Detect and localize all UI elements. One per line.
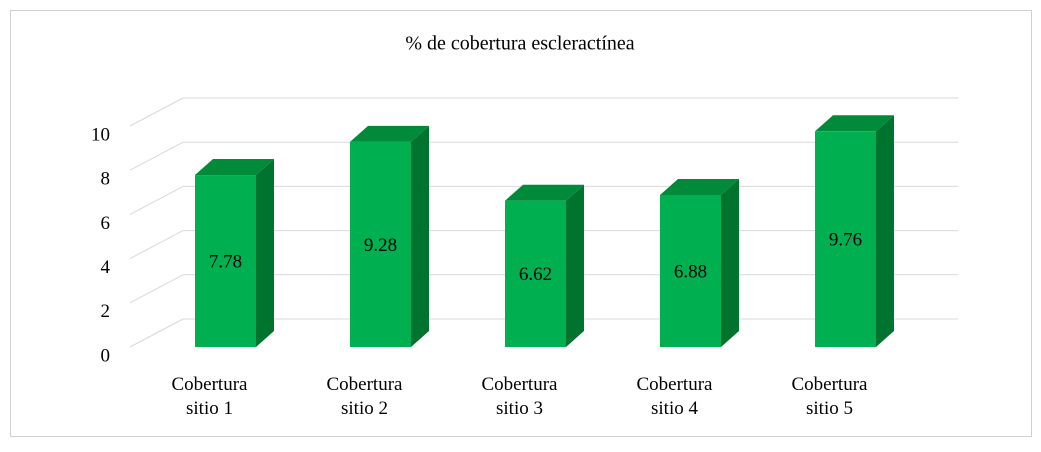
bar-side [876, 115, 894, 347]
bar-side [566, 184, 584, 347]
x-tick-label: Cobertura sitio 1 [172, 374, 249, 419]
x-tick-label-line: Cobertura [172, 374, 249, 395]
bar-top [195, 159, 274, 176]
y-tick-label: 4 [101, 257, 111, 278]
bar [350, 125, 429, 347]
data-label: 6.62 [519, 264, 552, 285]
bar-side [256, 159, 274, 347]
data-label: 7.78 [209, 251, 242, 272]
grid-line-depth [129, 230, 184, 260]
grid-line-depth [129, 185, 184, 215]
x-tick-label-line: sitio 1 [186, 398, 233, 419]
x-tick-label-line: Cobertura [637, 374, 714, 395]
y-tick-label: 10 [91, 124, 110, 145]
bar-front [195, 175, 256, 347]
data-label: 6.88 [674, 261, 707, 282]
bar [195, 159, 274, 347]
grid-line-depth [129, 141, 184, 171]
bar-top [350, 125, 429, 142]
grid-line-depth [129, 274, 184, 304]
bar [815, 115, 894, 347]
y-tick-label: 0 [101, 345, 111, 366]
y-tick-label: 6 [101, 213, 111, 234]
x-tick-label-line: Cobertura [482, 374, 559, 395]
x-tick-label-line: sitio 2 [341, 398, 388, 419]
chart-title: % de cobertura escleractínea [405, 33, 634, 55]
y-tick-label: 8 [101, 169, 111, 190]
bar-front [350, 141, 411, 347]
x-tick-label: Cobertura sitio 5 [792, 374, 869, 419]
bar-front [660, 194, 721, 347]
grid-line-depth [129, 97, 184, 127]
x-tick-label-line: sitio 5 [806, 398, 853, 419]
x-tick-label: Cobertura sitio 2 [327, 374, 404, 419]
x-tick-label-line: Cobertura [327, 374, 404, 395]
data-label: 9.28 [364, 235, 397, 256]
y-tick-label: 2 [101, 301, 111, 322]
grid-line-depth [129, 318, 184, 348]
bar-top [660, 178, 739, 195]
bar [660, 178, 739, 347]
bar-side [721, 178, 739, 347]
bar-top [505, 184, 584, 201]
bar-front [815, 131, 876, 347]
x-tick-label: Cobertura sitio 3 [482, 374, 559, 419]
data-label: 9.76 [829, 230, 862, 251]
bar [505, 184, 584, 347]
bar-top [815, 115, 894, 132]
x-tick-label-line: sitio 4 [651, 398, 698, 419]
bar-front [505, 200, 566, 347]
x-tick-label: Cobertura sitio 4 [637, 374, 714, 419]
x-tick-label-line: Cobertura [792, 374, 869, 395]
bar-side [411, 125, 429, 347]
x-tick-label-line: sitio 3 [496, 398, 543, 419]
